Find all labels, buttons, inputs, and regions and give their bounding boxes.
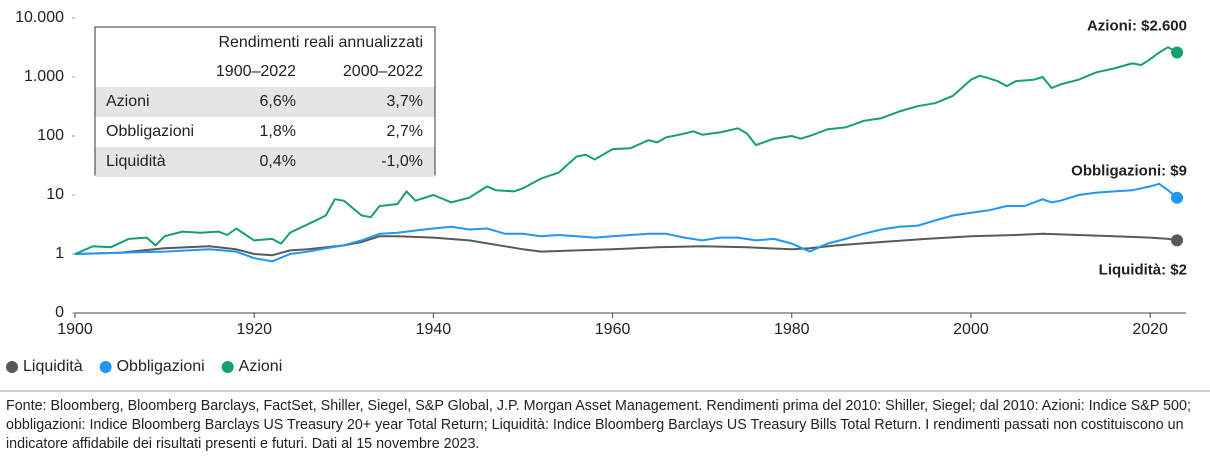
series-line (74, 182, 1178, 263)
end-dot (1171, 234, 1184, 247)
table-cell: 2,7% (387, 123, 423, 140)
x-tick-label: 1940 (416, 321, 452, 338)
x-tick-label: 2020 (1132, 321, 1168, 338)
table-cell: 1,8% (260, 123, 296, 140)
x-tick-label: 1980 (774, 321, 810, 338)
y-tick-label: 100 (37, 127, 64, 144)
legend-marker (6, 361, 18, 373)
legend-label: Azioni (239, 358, 283, 375)
legend-marker (221, 361, 234, 373)
legend-label: Obbligazioni (117, 358, 205, 375)
x-tick-label: 1920 (236, 321, 272, 338)
table-cell: 6,6% (260, 93, 296, 110)
y-tick-label: 1.000 (24, 68, 64, 85)
legend-label: Liquidità (23, 358, 83, 375)
table-row-bg (95, 147, 435, 177)
table-cell: -1,0% (381, 153, 423, 170)
y-tick-label: 10 (46, 186, 64, 203)
y-tick-label: 10.000 (15, 9, 64, 26)
table-row-label: Azioni (106, 93, 150, 110)
table-cell: 0,4% (260, 153, 296, 170)
legend-marker (99, 361, 112, 373)
annotation: Liquidità: $2 (1099, 261, 1187, 278)
annotation: Azioni: $2.600 (1087, 17, 1187, 34)
table-title: Rendimenti reali annualizzati (218, 34, 423, 51)
end-dot (1171, 191, 1184, 204)
table-cell: 3,7% (387, 93, 423, 110)
table-row-label: Liquidità (106, 153, 166, 170)
table-row-bg (95, 87, 435, 117)
table-row-label: Obbligazioni (106, 123, 194, 140)
x-tick-label: 1960 (595, 321, 631, 338)
annotation: Obbligazioni: $9 (1071, 163, 1187, 180)
x-tick-label: 2000 (953, 321, 989, 338)
series-line (74, 46, 1178, 255)
series-line (74, 232, 1178, 257)
table-column: 2000–2022 (343, 63, 423, 80)
y-tick-label: 0 (55, 304, 64, 321)
table-column: 1900–2022 (216, 63, 296, 80)
end-dot (1171, 46, 1184, 59)
chart: 0 1 10 100 1.000 10.000 1900 1920 1940 1960 1980 20… (0, 9, 1210, 392)
x-tick-label: 1900 (57, 321, 93, 338)
y-tick-label: 1 (55, 245, 64, 262)
source-note: Fonte: Bloomberg, Bloomberg Barclays, Fa… (6, 398, 1191, 452)
